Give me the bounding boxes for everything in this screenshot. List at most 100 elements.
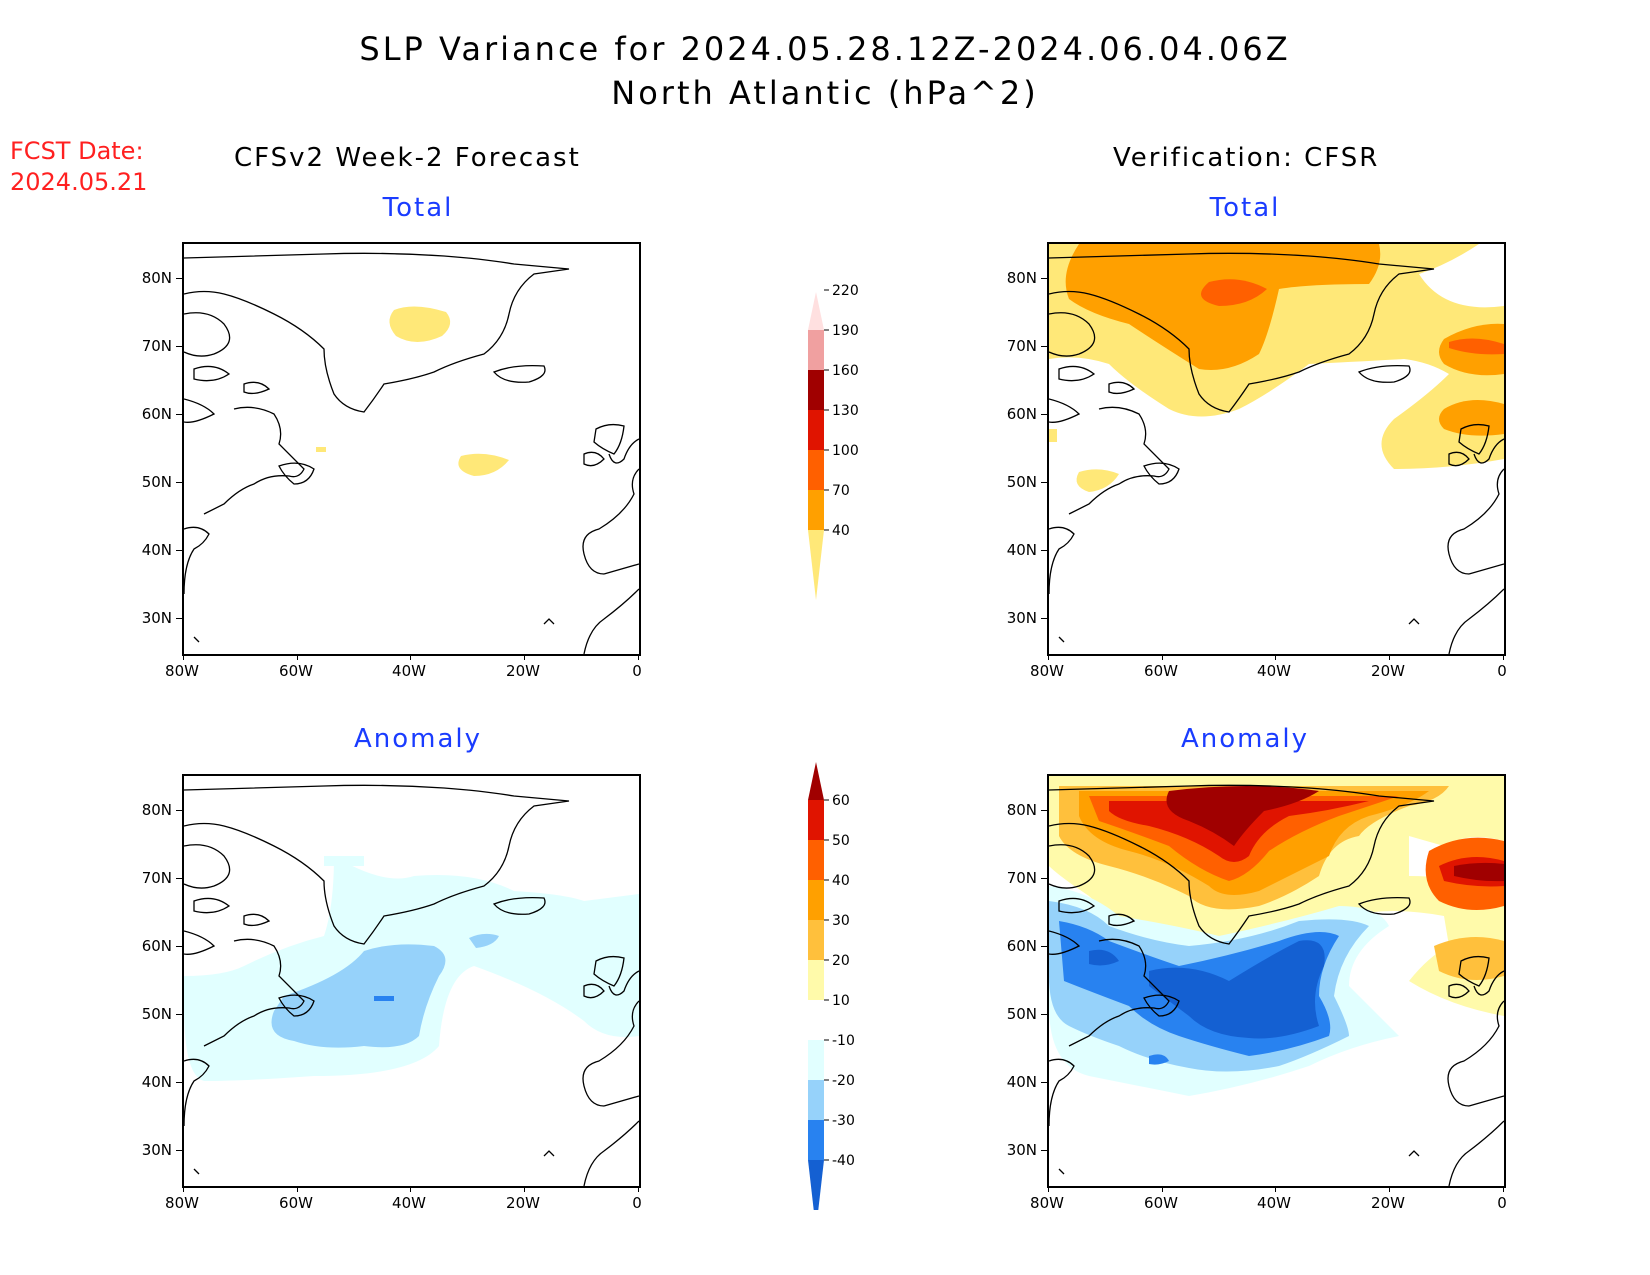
- coastline: [583, 1120, 639, 1186]
- coastline: [1458, 955, 1490, 987]
- coastline: [1108, 381, 1136, 395]
- lon-tick-label: 40W: [1257, 662, 1291, 680]
- lat-tick-label: 50N: [141, 473, 172, 491]
- lat-tick-mark: [176, 482, 182, 483]
- lat-tick-mark: [176, 550, 182, 551]
- coastline: [184, 252, 570, 413]
- lat-tick-label: 60N: [1006, 405, 1037, 423]
- colorbar-segment: [808, 450, 824, 490]
- lon-tick-mark: [297, 1186, 298, 1192]
- lat-tick-mark: [176, 618, 182, 619]
- verification-anomaly-label: Anomaly: [1180, 724, 1310, 754]
- coastline: [543, 1150, 555, 1157]
- lat-tick-label: 30N: [1006, 1141, 1037, 1159]
- colorbar-label: 220: [832, 283, 859, 299]
- lon-tick-label: 80W: [1030, 662, 1064, 680]
- lat-tick-label: 50N: [141, 1005, 172, 1023]
- shading: [184, 856, 639, 1081]
- forecast-total-map: [182, 242, 641, 656]
- lon-tick-mark: [524, 654, 525, 660]
- coastline: [243, 381, 271, 395]
- colorbar-segment: [808, 1080, 824, 1120]
- colorbar-bottom-extension: [808, 530, 824, 600]
- lat-tick-label: 40N: [1006, 1073, 1037, 1091]
- lon-tick-label: 80W: [1030, 1194, 1064, 1212]
- coastline: [193, 365, 231, 382]
- lat-tick-label: 60N: [141, 405, 172, 423]
- lon-tick-mark: [1048, 1186, 1049, 1192]
- coastline: [278, 462, 315, 485]
- coastline: [1143, 462, 1180, 485]
- shading: [1049, 244, 1504, 492]
- coastline: [243, 913, 271, 927]
- lat-tick-mark: [1041, 1014, 1047, 1015]
- coastline: [184, 784, 570, 945]
- coastline: [608, 438, 639, 464]
- fcst-date: FCST Date: 2024.05.21: [10, 136, 147, 198]
- lat-tick-mark: [1041, 878, 1047, 879]
- lon-tick-label: 20W: [1371, 1194, 1405, 1212]
- lat-tick-label: 30N: [1006, 609, 1037, 627]
- lat-tick-label: 50N: [1006, 473, 1037, 491]
- lon-tick-mark: [1389, 1186, 1390, 1192]
- lon-tick-mark: [1503, 1186, 1504, 1192]
- coastline: [1049, 1058, 1075, 1127]
- lon-tick-mark: [183, 654, 184, 660]
- coastline: [1058, 365, 1096, 382]
- coastline: [1408, 618, 1420, 625]
- page-title: SLP Variance for 2024.05.28.12Z-2024.06.…: [359, 30, 1291, 68]
- lon-tick-label: 0: [632, 1194, 642, 1212]
- lat-tick-label: 40N: [141, 541, 172, 559]
- colorbar-label: 30: [832, 913, 850, 929]
- coastline: [1068, 938, 1170, 1047]
- colorbar-label: 100: [832, 443, 859, 459]
- lat-tick-mark: [1041, 1082, 1047, 1083]
- lat-tick-mark: [1041, 346, 1047, 347]
- colorbar-label: 50: [832, 833, 850, 849]
- lon-tick-label: 20W: [506, 1194, 540, 1212]
- lat-tick-label: 70N: [141, 337, 172, 355]
- coastline: [1049, 312, 1096, 357]
- coastline: [1049, 252, 1435, 413]
- shading: [1049, 776, 1504, 1096]
- lat-tick-mark: [1041, 946, 1047, 947]
- colorbar-segment: [808, 1000, 824, 1040]
- lat-tick-mark: [176, 1150, 182, 1151]
- coastline: [1143, 994, 1180, 1017]
- coastline: [608, 970, 639, 996]
- coastline: [278, 994, 315, 1017]
- lat-tick-label: 80N: [1006, 801, 1037, 819]
- lon-tick-mark: [1162, 1186, 1163, 1192]
- colorbar-label: 40: [832, 873, 850, 889]
- colorbar-segment: [808, 370, 824, 410]
- lon-tick-mark: [410, 1186, 411, 1192]
- colorbar-segment: [808, 490, 824, 530]
- coastline: [603, 563, 639, 575]
- page-subtitle: North Atlantic (hPa^2): [611, 74, 1039, 112]
- verification-total-label: Total: [1209, 193, 1281, 223]
- forecast-anomaly-map: [182, 774, 641, 1188]
- coastline: [193, 636, 200, 643]
- lon-tick-label: 20W: [506, 662, 540, 680]
- lon-tick-mark: [1389, 654, 1390, 660]
- coastline: [603, 1095, 639, 1107]
- lon-tick-label: 80W: [165, 662, 199, 680]
- coastline: [1448, 1120, 1504, 1186]
- lon-tick-mark: [410, 654, 411, 660]
- lat-tick-mark: [176, 278, 182, 279]
- colorbar-segment: [808, 880, 824, 920]
- lat-tick-mark: [1041, 618, 1047, 619]
- coastline: [1448, 588, 1504, 654]
- colorbar-segment: [808, 960, 824, 1000]
- colorbar-segment: [808, 800, 824, 840]
- colorbar-label: -10: [832, 1033, 855, 1049]
- colorbar-label: -30: [832, 1113, 855, 1129]
- lon-tick-mark: [297, 654, 298, 660]
- lat-tick-label: 60N: [141, 937, 172, 955]
- coastline: [1468, 1095, 1504, 1107]
- lat-tick-mark: [176, 946, 182, 947]
- forecast-total-label: Total: [382, 193, 454, 223]
- coastline: [1473, 438, 1504, 464]
- colorbar-label: 40: [832, 523, 850, 539]
- colorbar-label: 160: [832, 363, 859, 379]
